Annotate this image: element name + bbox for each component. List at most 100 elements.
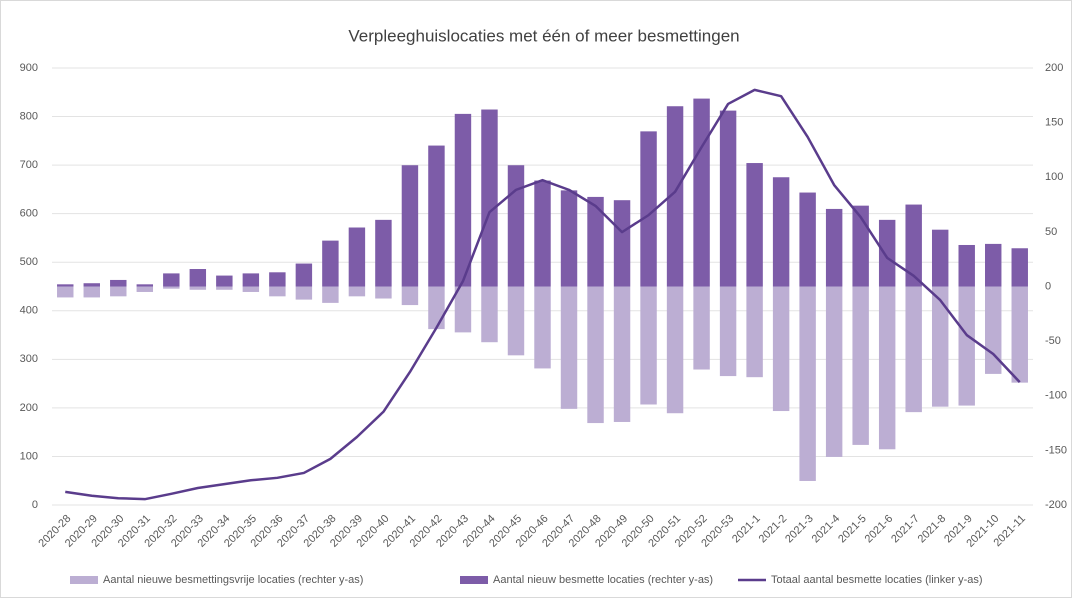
y-tick-label: 600 — [20, 208, 38, 220]
legend-swatch — [70, 576, 98, 584]
legend-label: Totaal aantal besmette locaties (linker … — [771, 574, 983, 586]
bar — [401, 286, 419, 306]
bar — [905, 286, 922, 413]
bar — [454, 113, 472, 287]
bar — [83, 286, 100, 298]
y-tick-label: 100 — [20, 450, 38, 462]
y2-tick-label: 200 — [1045, 62, 1063, 74]
bar — [931, 286, 949, 407]
bar — [428, 286, 445, 330]
bar — [454, 286, 472, 333]
bar — [216, 286, 233, 290]
bar — [110, 286, 127, 297]
legend-label: Aantal nieuwe besmettingsvrije locaties … — [103, 574, 363, 586]
y2-tick-label: 50 — [1045, 226, 1057, 238]
chart-title: Verpleeghuislocaties met één of meer bes… — [348, 26, 739, 45]
bar — [57, 284, 74, 287]
bar — [428, 145, 445, 287]
bar — [375, 219, 392, 287]
legend-label: Aantal nieuw besmette locaties (rechter … — [493, 574, 713, 586]
bar — [136, 286, 154, 292]
bar — [799, 192, 816, 287]
bar — [322, 286, 339, 303]
bar — [269, 286, 286, 297]
bar — [799, 286, 816, 481]
bar — [83, 283, 100, 287]
y-tick-label: 500 — [20, 256, 38, 268]
y-tick-label: 300 — [20, 353, 38, 365]
bar — [746, 163, 763, 287]
bar — [401, 165, 419, 287]
bar — [295, 286, 313, 300]
bar — [772, 177, 790, 287]
bar — [693, 98, 710, 287]
y-tick-label: 400 — [20, 305, 38, 317]
bar — [1011, 286, 1028, 383]
bar — [189, 286, 207, 290]
bar — [481, 109, 498, 287]
line — [65, 88, 1021, 501]
bar — [1011, 248, 1028, 287]
bar — [666, 286, 684, 414]
bar — [507, 165, 525, 287]
bar — [772, 286, 790, 412]
y2-tick-label: -50 — [1045, 335, 1061, 347]
bar — [534, 286, 551, 369]
bar — [613, 200, 631, 287]
y-tick-label: 0 — [32, 499, 38, 511]
bar — [587, 286, 604, 424]
bar — [534, 180, 551, 287]
y2-tick-label: 100 — [1045, 171, 1063, 183]
bar — [163, 273, 180, 287]
bar — [189, 269, 207, 287]
bar — [242, 286, 260, 292]
bar — [852, 205, 869, 287]
bar — [348, 286, 366, 297]
bar — [322, 240, 339, 287]
bar — [666, 106, 684, 287]
y2-tick-label: 0 — [1045, 280, 1051, 292]
bar — [958, 286, 975, 406]
bar — [242, 273, 260, 287]
legend-swatch — [460, 576, 488, 584]
bar — [719, 286, 737, 377]
bar — [905, 204, 922, 287]
bar — [878, 286, 896, 450]
bar — [693, 286, 710, 370]
bar — [878, 219, 896, 287]
bar — [958, 244, 975, 287]
bar — [57, 286, 74, 298]
y-tick-label: 700 — [20, 159, 38, 171]
bar — [481, 286, 498, 343]
bar — [931, 229, 949, 287]
bar — [587, 196, 604, 287]
y2-tick-label: -200 — [1045, 499, 1067, 511]
bar — [640, 286, 657, 405]
y-tick-label: 200 — [20, 402, 38, 414]
bar — [613, 286, 631, 422]
y2-tick-label: -100 — [1045, 390, 1067, 402]
bar — [640, 131, 657, 287]
bar — [269, 272, 286, 287]
bar — [110, 279, 127, 287]
bar — [746, 286, 763, 378]
bar — [560, 190, 578, 287]
bar — [216, 275, 233, 287]
bar — [852, 286, 869, 445]
bar — [560, 286, 578, 409]
bar — [136, 284, 154, 287]
bar — [719, 110, 737, 287]
bar — [295, 263, 313, 287]
bar — [825, 286, 843, 457]
bar — [375, 286, 392, 299]
bar — [985, 243, 1002, 287]
bar — [163, 286, 180, 289]
bar — [348, 227, 366, 287]
y2-tick-label: -150 — [1045, 444, 1067, 456]
y2-tick-label: 150 — [1045, 117, 1063, 129]
y-tick-label: 900 — [20, 62, 38, 74]
bar — [507, 286, 525, 356]
y-tick-label: 800 — [20, 110, 38, 122]
bar — [825, 208, 843, 287]
